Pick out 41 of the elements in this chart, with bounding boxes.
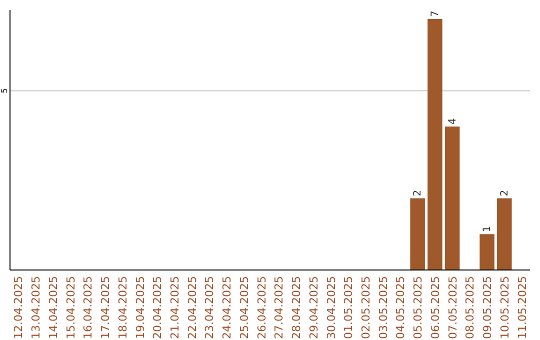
x-tick-label: 10.05.2025	[498, 276, 512, 339]
x-tick-label: 15.04.2025	[64, 276, 78, 339]
x-tick-label: 30.04.2025	[324, 276, 338, 339]
x-tick-label: 12.04.2025	[12, 276, 26, 339]
x-tick-label: 21.04.2025	[168, 276, 182, 339]
data-label: 2	[499, 190, 510, 196]
x-tick-label: 22.04.2025	[186, 276, 199, 339]
x-tick-label: 26.04.2025	[255, 276, 268, 339]
x-tick-label: 17.04.2025	[99, 276, 112, 339]
x-tick-label: 18.04.2025	[116, 276, 130, 339]
bar	[480, 234, 494, 270]
data-label: 1	[482, 226, 494, 232]
x-tick-label: 06.05.2025	[428, 276, 442, 339]
x-tick-label: 04.05.2025	[394, 276, 408, 339]
data-label: 2	[412, 190, 424, 196]
x-tick-label: 20.04.2025	[151, 276, 164, 339]
x-tick-label: 11.05.2025	[516, 276, 529, 339]
x-tick-label: 07.05.2025	[446, 276, 460, 339]
x-tick-label: 27.04.2025	[272, 276, 286, 339]
x-tick-label: 05.05.2025	[412, 276, 425, 339]
x-tick-label: 09.05.2025	[481, 276, 494, 339]
x-tick-label: 19.04.2025	[134, 276, 147, 339]
x-tick-label: 29.04.2025	[307, 276, 320, 339]
x-tick-label: 02.05.2025	[359, 276, 372, 339]
x-tick-label: 08.05.2025	[464, 276, 477, 339]
x-tick-label: 03.05.2025	[376, 276, 390, 339]
x-tick-label: 16.04.2025	[82, 276, 95, 339]
bar	[444, 126, 460, 270]
bar	[428, 18, 442, 270]
y-tick-label: 5	[0, 88, 9, 94]
data-label: 4	[447, 118, 458, 125]
bar	[410, 198, 425, 270]
x-tick-label: 24.04.2025	[220, 276, 234, 339]
x-tick-label: 01.05.2025	[342, 276, 356, 339]
x-tick-label: 14.04.2025	[46, 276, 60, 339]
x-tick-label: 23.04.2025	[203, 276, 216, 339]
x-tick-label: 28.04.2025	[290, 276, 304, 339]
x-tick-label: 25.04.2025	[238, 276, 251, 339]
bar	[497, 198, 512, 270]
data-label: 7	[430, 10, 441, 17]
x-tick-label: 13.04.2025	[30, 276, 43, 339]
